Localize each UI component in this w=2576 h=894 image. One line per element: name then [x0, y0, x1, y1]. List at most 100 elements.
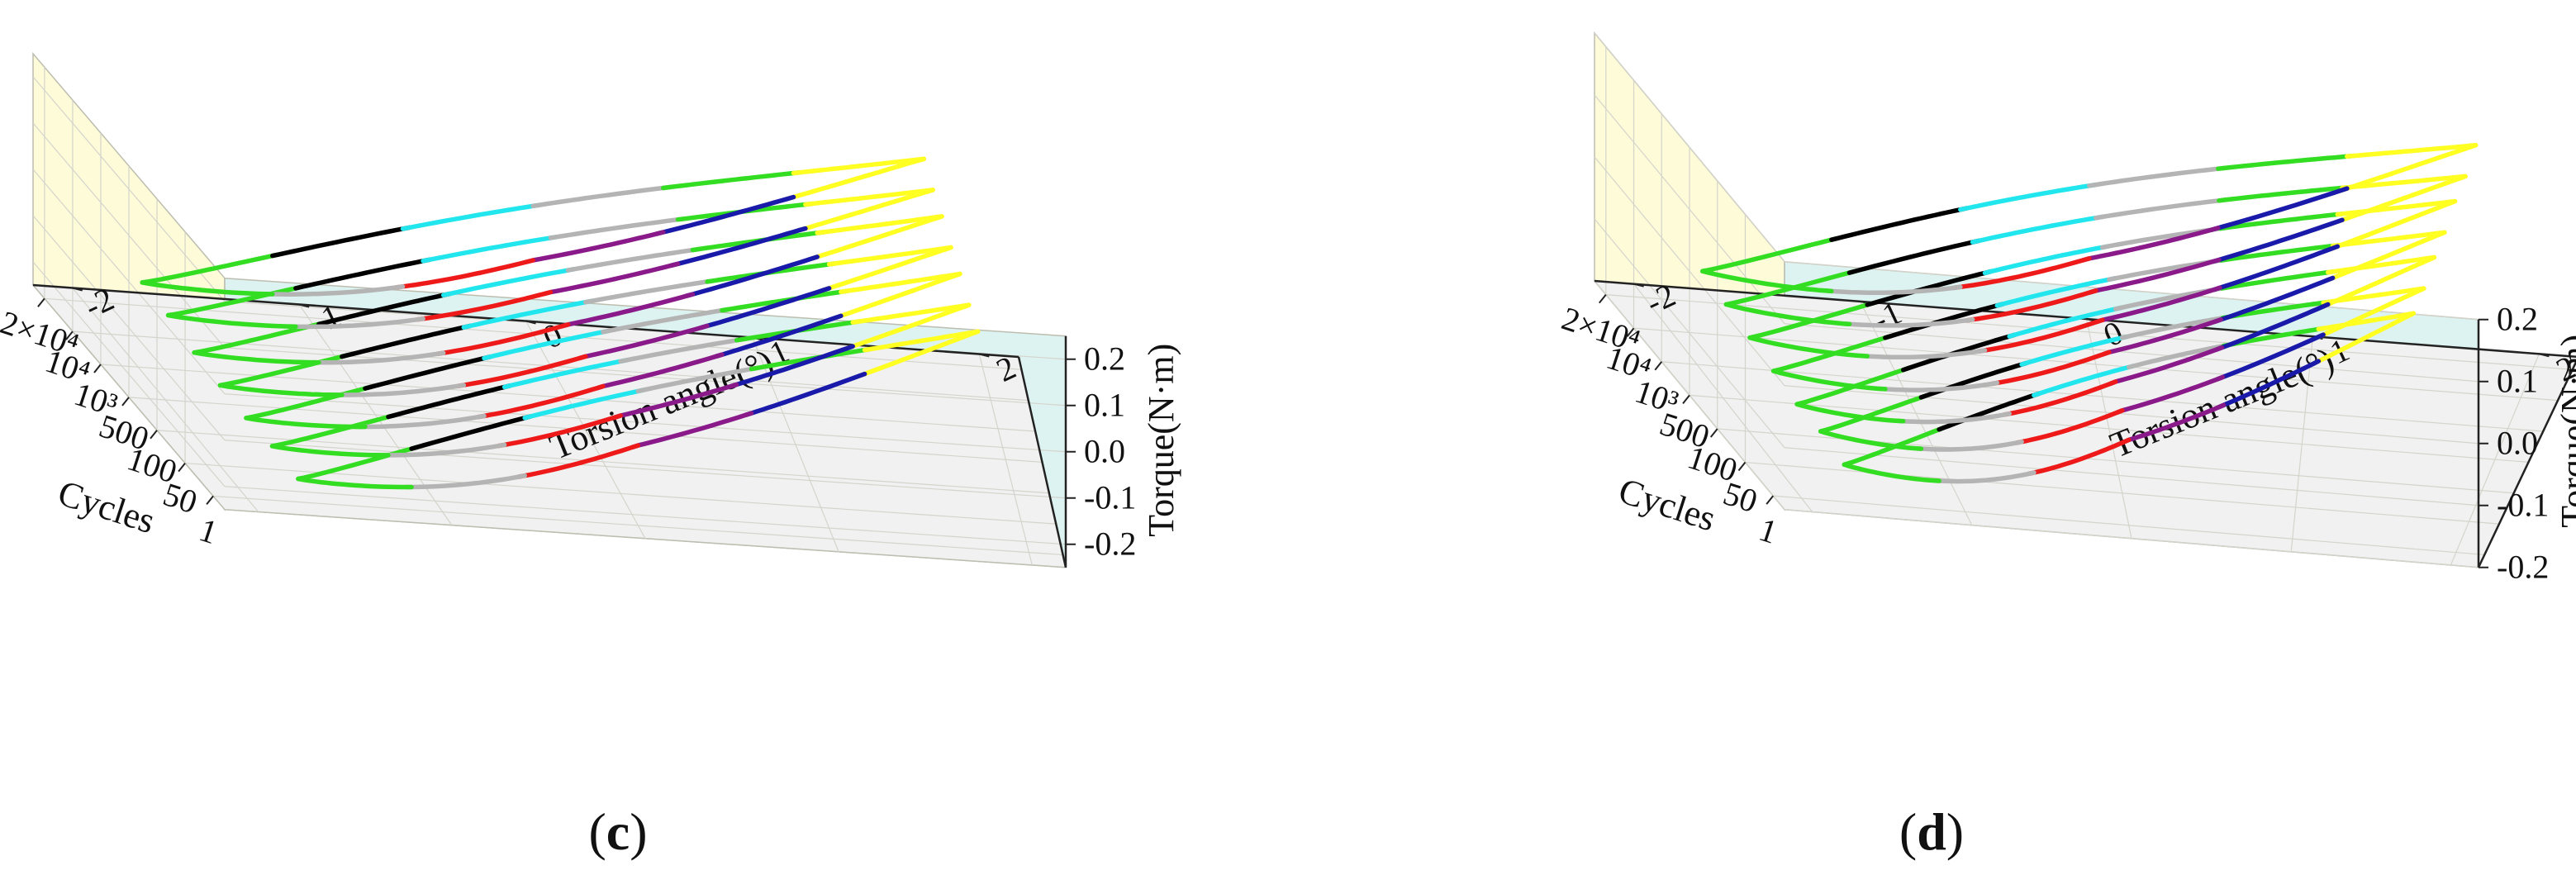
hysteresis-loop-segment [421, 234, 559, 264]
hysteresis-loop-segment [363, 354, 492, 391]
hysteresis-loop-segment [2217, 359, 2322, 410]
torsion-tick [525, 320, 536, 325]
hysteresis-loop-segment [1747, 335, 1870, 359]
hysteresis-loop-segment [2126, 342, 2231, 370]
torsion-tick [298, 303, 310, 308]
hysteresis-loop-segment [1976, 317, 2105, 354]
hysteresis-loop-segment [2087, 257, 2222, 295]
wall-grid-line [1784, 385, 2479, 445]
hysteresis-loop-segment [1842, 462, 1942, 483]
hysteresis-loop-segment [1846, 238, 1981, 275]
hysteresis-loop-segment [244, 384, 373, 421]
hysteresis-loop-segment [1951, 256, 2092, 291]
hysteresis-loop-segment [2333, 174, 2468, 225]
hysteresis-loop-segment [612, 382, 739, 420]
hysteresis-loop-segment [310, 350, 446, 365]
hysteresis-loop-segment [1700, 269, 1834, 294]
hysteresis-loop-segment [728, 344, 855, 389]
hysteresis-loop-segment [630, 411, 754, 450]
hysteresis-loop-segment [357, 413, 487, 430]
hysteresis-loop-segment [577, 323, 710, 361]
hysteresis-loop-segment [2122, 402, 2227, 445]
hysteresis-loop-segment [635, 365, 760, 394]
hysteresis-loop-segment [2007, 305, 2123, 339]
hysteresis-loop-segment [501, 358, 629, 390]
hysteresis-loop-segment [661, 169, 803, 191]
torque-tick-label: -0.2 [2497, 549, 2549, 586]
hysteresis-loop-segment [516, 443, 641, 479]
hysteresis-loop-segment [1859, 348, 1988, 360]
hysteresis-loop-segment [1841, 316, 1975, 328]
hysteresis-loop-segment [684, 254, 820, 298]
hysteresis-loop-segment [476, 383, 606, 420]
hysteresis-loop-segment [287, 316, 425, 330]
hysteresis-loop-segment [2101, 317, 2223, 357]
hysteresis-loop-segment [832, 271, 962, 321]
hysteresis-loop-segment [844, 302, 972, 351]
hysteresis-loop-segment [340, 323, 473, 359]
hysteresis-loop-segment [820, 245, 953, 293]
hysteresis-loop-segment [2209, 186, 2350, 232]
hysteresis-loop-segment [2080, 226, 2221, 263]
torsion-axis [1017, 356, 1067, 568]
hysteresis-loop-segment [839, 271, 962, 295]
hysteresis-loop-segment [2338, 142, 2479, 193]
panel-label: (d) [1899, 802, 1964, 861]
torque-axis-title: Torque(N·m) [1141, 344, 1181, 537]
wall-grid-line [1784, 261, 2479, 321]
hysteresis-loop-segment [2316, 286, 2426, 340]
cycles-tick [1682, 394, 1690, 404]
hysteresis-loop-segment [2217, 211, 2346, 231]
hysteresis-loop-segment [594, 352, 725, 391]
hysteresis-loop-segment [1989, 350, 2112, 387]
panel-label-open: ( [1899, 802, 1917, 861]
hysteresis-loop-segment [333, 383, 467, 397]
floor-grid-line [1633, 283, 1813, 512]
hysteresis-loop-segment [2326, 254, 2437, 275]
cycles-tick [1709, 428, 1718, 438]
hysteresis-loop-segment [2311, 311, 2416, 366]
hysteresis-loop-segment [165, 312, 298, 330]
hysteresis-loop-segment [1794, 402, 1906, 424]
hysteresis-loop-segment [2087, 165, 2227, 188]
hysteresis-loop-segment [2330, 230, 2447, 249]
cycles-axis-title: Cycles [53, 473, 159, 542]
panel-label-letter: c [606, 802, 630, 861]
hysteresis-loop-segment [386, 383, 513, 420]
torque-tick-label: 0.1 [1084, 387, 1125, 424]
hysteresis-loop-segment [316, 291, 453, 327]
cycles-tick [65, 330, 74, 340]
wall-grid-line [1784, 509, 2479, 568]
panel-label: (c) [588, 802, 647, 861]
hysteresis-loop-segment [1865, 269, 1994, 307]
hysteresis-loop-segment [264, 284, 406, 297]
hysteresis-loop-segment [2019, 334, 2130, 367]
floor-grid-line [978, 354, 1033, 566]
hysteresis-loop-segment [380, 442, 507, 458]
hysteresis-loop-segment [654, 194, 796, 236]
torque-tick-label: 0.0 [1084, 433, 1125, 470]
torsion-tick [979, 353, 990, 358]
hysteresis-loop-segment [559, 292, 696, 329]
wall-grid-line [224, 393, 1067, 453]
cycles-tick [1737, 461, 1747, 472]
hysteresis-loop-segment [1823, 284, 1963, 296]
hysteresis-loop-segment [2215, 332, 2326, 382]
hysteresis-loop-segment [414, 289, 554, 322]
wall-grid-line [224, 486, 1067, 545]
hysteresis-loop-segment [2316, 311, 2416, 332]
floor-grid-line [2290, 336, 2314, 552]
cycles-tick [1599, 293, 1607, 304]
cycles-tick [1766, 495, 1774, 505]
hysteresis-loop-segment [1958, 182, 2098, 212]
hysteresis-loop-segment [2329, 198, 2458, 251]
wall-grid-line [224, 440, 1067, 499]
hysteresis-loop-segment [1932, 470, 2037, 484]
torsion-tick [1633, 283, 1644, 288]
hysteresis-loop-segment [2216, 153, 2356, 171]
hysteresis-loop-segment [1994, 276, 2117, 308]
hysteresis-loop-segment [583, 278, 716, 305]
cycles-tick [121, 397, 130, 407]
hysteresis-loop-segment [440, 266, 577, 297]
